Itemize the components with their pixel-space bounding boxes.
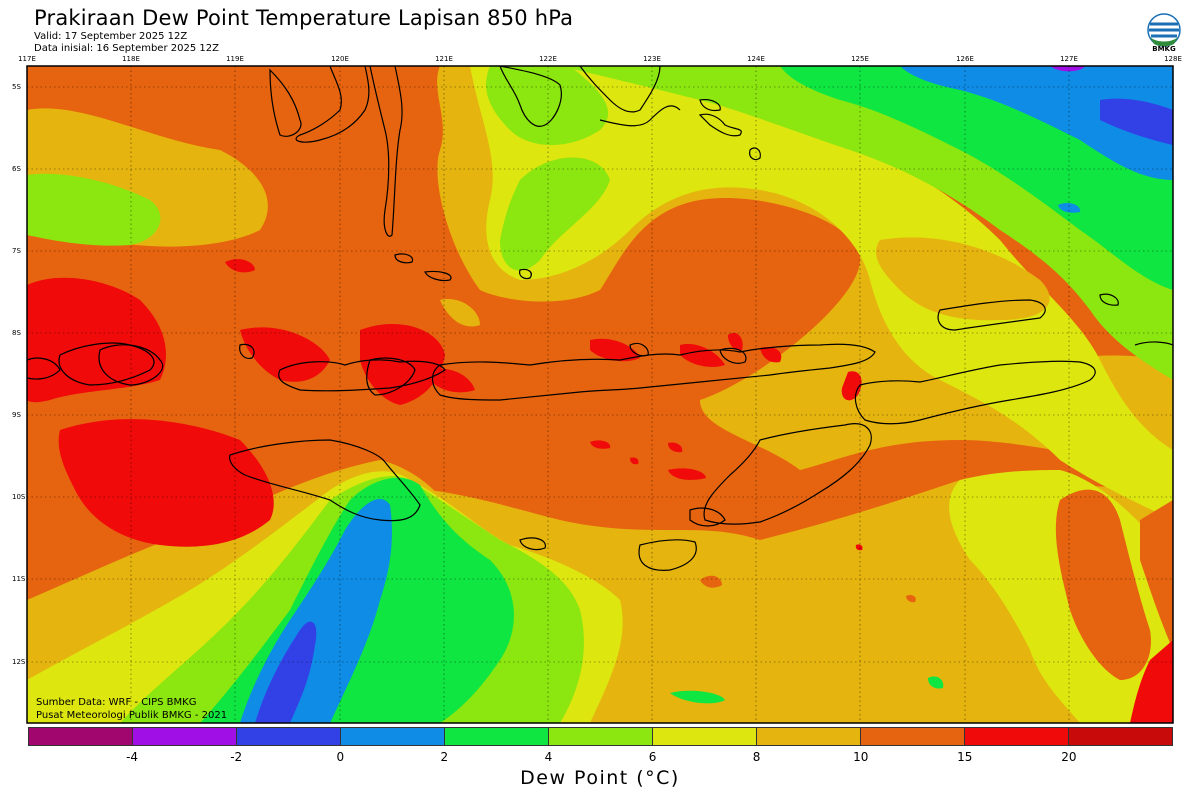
logo-text: BMKG xyxy=(1152,45,1176,53)
colorbar-tick-label: 8 xyxy=(752,750,761,764)
colorbar-segment xyxy=(341,728,445,745)
valid-time: Valid: 17 September 2025 12Z xyxy=(34,31,188,42)
lat-label: 11S xyxy=(12,575,26,583)
graticule xyxy=(27,66,1173,723)
map-title: Prakiraan Dew Point Temperature Lapisan … xyxy=(34,6,574,30)
colorbar-segment xyxy=(29,728,133,745)
colorbar-segment xyxy=(757,728,861,745)
colorbar-tick-label: 10 xyxy=(853,750,869,764)
map-frame xyxy=(26,65,1174,724)
lon-label: 125E xyxy=(851,55,869,63)
colorbar-segment xyxy=(549,728,653,745)
colorbar-tick-label: 6 xyxy=(648,750,657,764)
colorbar-tick-label: 0 xyxy=(336,750,345,764)
lat-label: 10S xyxy=(12,493,26,501)
lon-label: 124E xyxy=(747,55,765,63)
data-source-credit: Sumber Data: WRF - CIPS BMKG xyxy=(36,697,197,708)
lon-label: 119E xyxy=(226,55,244,63)
colorbar-segment xyxy=(445,728,549,745)
colorbar-segment xyxy=(965,728,1069,745)
organization-credit: Pusat Meteorologi Publik BMKG - 2021 xyxy=(36,710,228,721)
coastlines xyxy=(27,66,1173,571)
colorbar-segment xyxy=(861,728,965,745)
lon-label: 120E xyxy=(331,55,349,63)
colorbar-tick-label: -2 xyxy=(230,750,243,764)
lat-label: 7S xyxy=(12,247,21,255)
colorbar-tick-label: -4 xyxy=(126,750,139,764)
colorbar xyxy=(28,727,1173,746)
lon-label: 128E xyxy=(1164,55,1182,63)
colorbar-tick-label: 20 xyxy=(1061,750,1077,764)
colorbar-tick-label: 4 xyxy=(544,750,553,764)
lon-label: 121E xyxy=(435,55,453,63)
lat-label: 8S xyxy=(12,329,21,337)
colorbar-segment xyxy=(1069,728,1172,745)
bmkg-logo xyxy=(1147,13,1181,47)
lon-label: 123E xyxy=(643,55,661,63)
lon-label: 118E xyxy=(122,55,140,63)
contour-fill xyxy=(27,66,1173,723)
colorbar-segment xyxy=(237,728,341,745)
colorbar-title: Dew Point (°C) xyxy=(520,767,680,789)
lat-label: 9S xyxy=(12,411,21,419)
lon-label: 126E xyxy=(956,55,974,63)
lon-label: 122E xyxy=(539,55,557,63)
lon-label: 127E xyxy=(1060,55,1078,63)
colorbar-segment xyxy=(653,728,757,745)
lat-label: 6S xyxy=(12,165,21,173)
lat-label: 12S xyxy=(12,658,26,666)
colorbar-tick-label: 15 xyxy=(957,750,973,764)
colorbar-tick-label: 2 xyxy=(440,750,449,764)
lat-label: 5S xyxy=(12,83,21,91)
initial-time: Data inisial: 16 September 2025 12Z xyxy=(34,43,219,54)
colorbar-segment xyxy=(133,728,237,745)
lon-label: 117E xyxy=(18,55,36,63)
